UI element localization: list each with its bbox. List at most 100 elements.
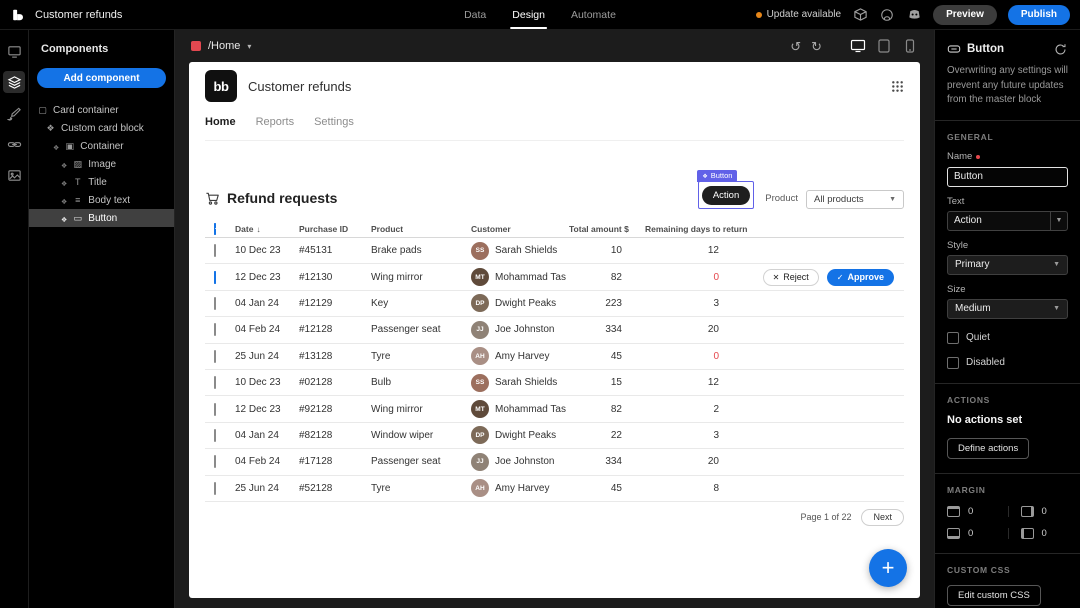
app-header: bb Customer refunds Home Reports Settings [189, 62, 920, 141]
cell-total: 45 [610, 350, 622, 362]
size-select[interactable]: Medium ▼ [947, 298, 1068, 319]
row-checkbox[interactable] [214, 428, 216, 442]
add-fab-button[interactable]: + [869, 549, 907, 587]
chevron-down-icon[interactable]: ▼ [1050, 211, 1067, 230]
app-nav-item[interactable]: Settings [314, 116, 354, 128]
theme-icon[interactable] [3, 102, 25, 124]
navigation-icon[interactable] [3, 133, 25, 155]
cell-remaining: 0 [713, 350, 719, 362]
reset-to-master-icon[interactable] [1052, 41, 1068, 57]
publish-button[interactable]: Publish [1007, 4, 1070, 25]
cell-actions: Reject Approve [729, 268, 904, 286]
row-checkbox[interactable] [214, 244, 216, 258]
check-icon [837, 272, 844, 282]
preview-button[interactable]: Preview [933, 4, 997, 25]
component-tree: ▢ Card container ❖ Custom card block ▣ C… [29, 101, 174, 227]
header-date[interactable]: Date ↓ [235, 223, 261, 234]
x-icon [773, 272, 780, 282]
tablet-preview-icon[interactable] [876, 38, 892, 54]
topbar-right: Update available Preview Publish [755, 4, 1070, 25]
tree-item[interactable]: ▢ Card container [38, 104, 119, 116]
style-select[interactable]: Primary ▼ [947, 254, 1068, 275]
header-product[interactable]: Product [371, 223, 404, 234]
header-remaining[interactable]: Remaining days to return [645, 223, 748, 234]
block-badge-icon [61, 209, 67, 227]
row-checkbox[interactable] [214, 296, 216, 310]
builder-tab[interactable]: Data [464, 8, 487, 21]
cell-product: Wing mirror [371, 403, 423, 415]
add-component-button[interactable]: Add component [37, 68, 166, 88]
cell-product: Brake pads [371, 245, 422, 257]
cell-customer: MT Mohammad Tas [471, 400, 569, 419]
cell-remaining: 20 [707, 456, 719, 468]
app-logo: bb [205, 70, 237, 102]
table-row: 25 Jun 24 #13128 Tyre AH Amy Harvey 45 0 [205, 344, 904, 370]
row-checkbox[interactable] [214, 481, 216, 495]
name-input[interactable] [947, 166, 1068, 187]
app-nav-item[interactable]: Home [205, 116, 236, 128]
apps-grid-icon[interactable] [891, 80, 904, 93]
sort-desc-icon: ↓ [256, 224, 261, 234]
edit-custom-css-button[interactable]: Edit custom CSS [947, 584, 1041, 606]
tree-item[interactable]: ❖ Custom card block [46, 122, 144, 134]
disabled-checkbox[interactable] [947, 356, 959, 369]
discord-icon[interactable] [906, 7, 922, 23]
app-nav-item[interactable]: Reports [255, 116, 295, 128]
screen-route-picker[interactable]: /Home ▾ [191, 40, 251, 52]
cell-purchase-id: #92128 [299, 403, 333, 415]
layouts-icon[interactable] [3, 164, 25, 186]
redo-icon[interactable]: ↻ [811, 38, 822, 54]
product-filter-label: Product [765, 193, 798, 204]
quiet-checkbox[interactable] [947, 331, 959, 344]
row-checkbox[interactable] [214, 349, 216, 363]
table-row: 12 Dec 23 #92128 Wing mirror MT Mohammad… [205, 396, 904, 423]
github-icon[interactable] [879, 7, 895, 23]
row-checkbox[interactable] [214, 270, 216, 284]
next-page-button[interactable]: Next [861, 508, 904, 526]
customer-avatar: AH [471, 479, 489, 498]
screens-icon[interactable] [3, 40, 25, 62]
builder-tab[interactable]: Automate [570, 8, 616, 21]
undo-icon[interactable]: ↺ [790, 38, 802, 54]
tree-item[interactable]: ▭ Button [29, 209, 174, 227]
left-icon-rail [0, 30, 28, 608]
budibase-logo[interactable] [10, 7, 26, 23]
tree-item[interactable]: ▣ Container [29, 137, 174, 155]
row-checkbox[interactable] [214, 455, 216, 469]
components-panel: Components Add component ▢ Card containe… [28, 30, 175, 608]
text-combobox[interactable]: Action ▼ [947, 210, 1068, 231]
update-available[interactable]: Update available [755, 9, 841, 20]
margin-top-control[interactable]: 0 [947, 505, 1008, 517]
action-button[interactable]: Action [701, 186, 751, 205]
select-all-checkbox[interactable] [214, 222, 216, 235]
mobile-preview-icon[interactable] [902, 38, 918, 54]
learn-icon[interactable] [852, 7, 868, 23]
margin-left-control[interactable]: 0 [1007, 527, 1069, 539]
text-icon: ≡ [75, 195, 81, 205]
text-field-label: Text [947, 195, 965, 207]
margin-right-control[interactable]: 0 [1007, 505, 1069, 517]
reject-button[interactable]: Reject [762, 268, 819, 286]
approve-button[interactable]: Approve [826, 268, 894, 286]
margin-bottom-control[interactable]: 0 [947, 527, 1008, 539]
product-filter-select[interactable]: All products ▼ [806, 190, 904, 209]
header-customer[interactable]: Customer [471, 223, 511, 234]
tree-item[interactable]: T Title [29, 173, 174, 191]
desktop-preview-icon[interactable] [850, 38, 866, 54]
customer-avatar: JJ [471, 320, 489, 339]
table-row: 10 Dec 23 #45131 Brake pads SS Sarah Shi… [205, 238, 904, 265]
general-section: General Name Text Action ▼ Style Primary… [935, 121, 1080, 384]
define-actions-button[interactable]: Define actions [947, 437, 1030, 459]
row-checkbox[interactable] [214, 402, 216, 416]
builder-tab[interactable]: Design [499, 0, 558, 29]
header-total[interactable]: Total amount $ [569, 223, 629, 234]
tree-item[interactable]: ≡ Body text [29, 191, 174, 209]
header-purchase-id[interactable]: Purchase ID [299, 223, 349, 234]
customer-avatar: MT [471, 268, 489, 287]
cell-product: Key [371, 297, 389, 309]
components-icon[interactable] [3, 71, 25, 93]
row-checkbox[interactable] [214, 323, 216, 337]
row-checkbox[interactable] [214, 376, 216, 390]
tree-item[interactable]: ▨ Image [29, 155, 174, 173]
cell-customer: JJ Joe Johnston [471, 452, 569, 471]
